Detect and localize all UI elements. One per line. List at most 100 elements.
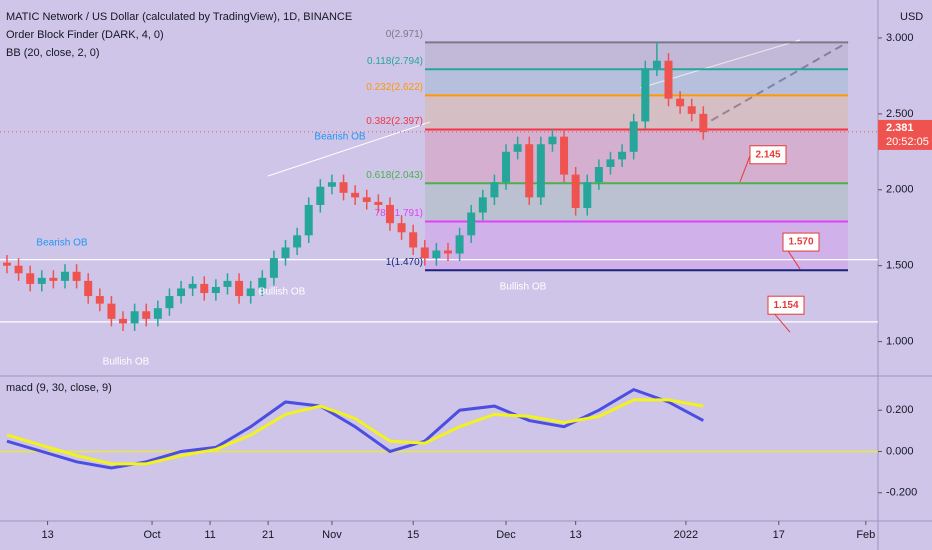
candle-body [95, 296, 104, 304]
candle-body [246, 288, 255, 297]
candle-body [211, 286, 220, 294]
macd-line [6, 398, 704, 466]
x-tick-label: 15 [407, 529, 419, 541]
x-tick-label: 13 [41, 529, 53, 541]
y-tick-label: 0.200 [886, 404, 914, 416]
candle-body [153, 308, 162, 319]
candle-body [188, 283, 197, 289]
candle-body [536, 144, 545, 198]
candle-body [165, 296, 174, 309]
candle-body [304, 204, 313, 236]
candle-body [119, 318, 128, 324]
projection-line [699, 41, 849, 128]
candle-body [420, 247, 429, 259]
y-tick-label: 3.000 [886, 32, 914, 44]
x-tick-label: 13 [570, 529, 582, 541]
y-tick-label: 0.000 [886, 445, 914, 457]
y-tick-label: 1.500 [886, 260, 914, 272]
fib-label: 0.382(2.397) [366, 116, 423, 127]
fib-zone [425, 183, 848, 222]
candle-body [351, 192, 360, 198]
y-tick-label: 2.500 [886, 108, 914, 120]
fib-zone [425, 42, 848, 70]
ob-label: Bearish OB [36, 238, 87, 249]
candle-body [2, 262, 11, 266]
candle-body [652, 60, 661, 69]
candle-body [606, 159, 615, 168]
candle-body [84, 280, 93, 297]
candle-body [571, 174, 580, 208]
candle-body [525, 144, 534, 198]
candle-body [548, 136, 557, 145]
candle-body [235, 280, 244, 297]
x-tick-label: Dec [496, 529, 516, 541]
fib-label: 0.118(2.794) [367, 56, 423, 67]
candle-body [177, 288, 186, 297]
candle-body [490, 182, 499, 198]
candle-body [432, 250, 441, 259]
candle-body [72, 271, 81, 281]
candle-body [502, 151, 511, 183]
x-tick-label: 2022 [674, 529, 698, 541]
candle-body [316, 186, 325, 205]
candle-body [142, 311, 151, 319]
ob-label: Bearish OB [314, 132, 365, 143]
indicator: Order Block Finder (DARK, 4, 0) [6, 29, 164, 41]
candle-body [258, 277, 267, 289]
candle-body [618, 151, 627, 160]
candle-body [687, 106, 696, 114]
candle-body [467, 212, 476, 236]
y-tick-label: -0.200 [886, 487, 917, 499]
candle-body [374, 201, 383, 205]
ob-label: Bullish OB [500, 282, 547, 293]
candle-body [443, 250, 452, 254]
callout-pointer [739, 155, 751, 182]
fib-zone [425, 69, 848, 96]
candle-body [385, 204, 394, 224]
x-tick-label: 21 [262, 529, 274, 541]
candle-body [37, 277, 46, 284]
candle-body [478, 197, 487, 213]
callout-box [767, 295, 805, 315]
fib-label: 0.232(2.622) [366, 82, 423, 93]
ob-label: Bullish OB [103, 357, 150, 368]
candle-body [513, 144, 522, 152]
currency: USD [900, 11, 923, 23]
candle-body [339, 182, 348, 193]
callout-label: 1.154 [773, 300, 798, 311]
candle-body [560, 136, 569, 175]
callout-label: 2.145 [755, 149, 780, 160]
x-tick-label: Oct [143, 529, 160, 541]
candle-body [362, 197, 371, 202]
x-tick-label: 11 [204, 529, 215, 541]
last-price-box [878, 119, 932, 150]
fib-label: 786(1.791) [375, 208, 423, 219]
fib-label: 0(2.971) [386, 29, 423, 40]
candle-body [409, 232, 418, 248]
channel-line [267, 121, 431, 177]
candle-body [699, 113, 708, 133]
y-tick-label: 2.000 [886, 184, 914, 196]
candle-body [49, 277, 58, 281]
candle-body [60, 271, 69, 281]
candle-body [14, 265, 23, 274]
candle-body [641, 68, 650, 122]
candle-body [664, 60, 673, 99]
candle-body [293, 235, 302, 248]
candle-body [676, 98, 685, 107]
candle-body [269, 258, 278, 278]
fib-label: 0.618(2.043) [366, 170, 423, 181]
candle-body [583, 182, 592, 208]
candle-body [629, 121, 638, 152]
indicator: BB (20, close, 2, 0) [6, 47, 100, 59]
candle-body [130, 311, 139, 324]
candle-body [200, 283, 209, 294]
candle-body [281, 247, 290, 259]
candle-body [107, 303, 116, 319]
y-tick-label: 1.000 [886, 336, 914, 348]
last-price-label: 2.381 [886, 122, 914, 134]
callout-box [782, 232, 820, 252]
fib-label: 1(1.470) [386, 257, 423, 268]
ob-label: Bullish OB [259, 287, 306, 298]
